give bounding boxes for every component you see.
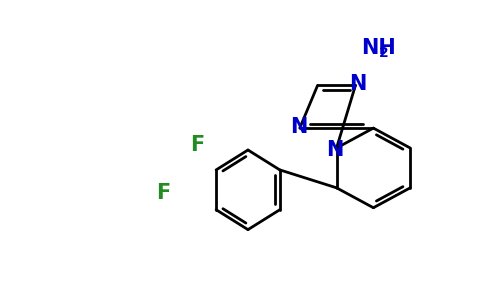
Text: F: F — [156, 183, 170, 203]
Text: F: F — [190, 135, 204, 155]
Text: N: N — [349, 74, 366, 94]
Text: N: N — [326, 140, 343, 160]
Text: N: N — [290, 117, 307, 137]
Text: NH: NH — [362, 38, 396, 58]
Text: 2: 2 — [378, 46, 388, 60]
